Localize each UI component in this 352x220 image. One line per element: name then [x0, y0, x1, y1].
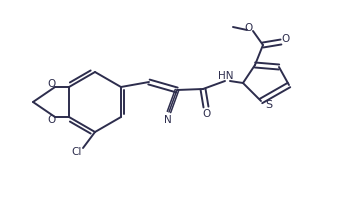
Text: HN: HN	[218, 71, 234, 81]
Text: O: O	[47, 79, 55, 89]
Text: S: S	[265, 100, 272, 110]
Text: O: O	[47, 115, 55, 125]
Text: N: N	[164, 115, 172, 125]
Text: O: O	[245, 23, 253, 33]
Text: O: O	[203, 109, 211, 119]
Text: Cl: Cl	[72, 147, 82, 157]
Text: O: O	[282, 34, 290, 44]
